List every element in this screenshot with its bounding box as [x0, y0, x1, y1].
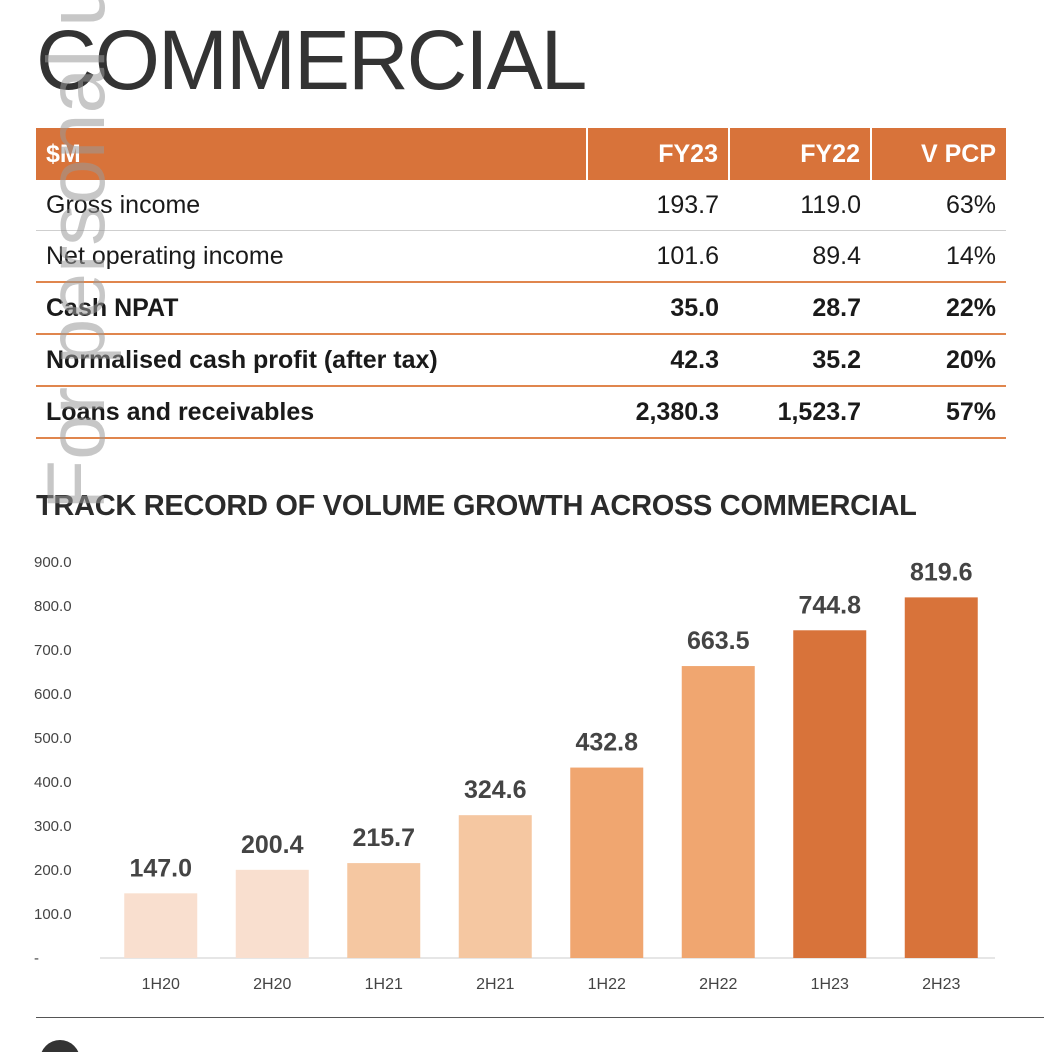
y-tick-label: 500.0 — [34, 730, 72, 747]
cell-label: Loans and receivables — [36, 386, 587, 439]
y-tick-label: 700.0 — [34, 642, 72, 659]
table-row: Loans and receivables 2,380.3 1,523.7 57% — [36, 386, 1006, 439]
header-metric: $M — [36, 128, 588, 180]
data-label: 663.5 — [687, 627, 750, 655]
table-header-row: $M FY23 FY22 V PCP — [36, 128, 1006, 180]
cell-label: Cash NPAT — [36, 282, 587, 335]
bar — [570, 767, 644, 958]
header-vpcp: V PCP — [871, 128, 1006, 180]
y-tick-label: 800.0 — [34, 598, 72, 615]
header-fy23: FY23 — [587, 128, 730, 180]
y-tick-label: 400.0 — [34, 774, 72, 791]
y-tick-label: 200.0 — [34, 862, 72, 879]
data-label: 819.6 — [910, 558, 973, 586]
x-tick-label: 1H20 — [142, 976, 180, 993]
chart-title: TRACK RECORD OF VOLUME GROWTH ACROSS COM… — [36, 490, 917, 522]
cell-label: Net operating income — [36, 230, 587, 283]
table-row: Normalised cash profit (after tax) 42.3 35… — [36, 334, 1006, 387]
company-logo-icon — [40, 1040, 80, 1052]
x-tick-label: 2H21 — [476, 976, 514, 993]
x-tick-label: 2H20 — [253, 976, 291, 993]
cell-fy23: 35.0 — [587, 282, 729, 335]
bar — [904, 597, 978, 958]
cell-fy22: 1,523.7 — [729, 386, 871, 439]
y-tick-label: - — [34, 950, 39, 967]
bar — [235, 869, 309, 958]
footer-divider — [36, 1017, 1044, 1018]
cell-vpcp: 63% — [871, 180, 1006, 231]
bar — [793, 630, 867, 958]
cell-fy22: 28.7 — [729, 282, 871, 335]
table-row: Cash NPAT 35.0 28.7 22% — [36, 282, 1006, 335]
financial-summary-table: $M FY23 FY22 V PCP Gross income 193.7 119.… — [36, 128, 1006, 439]
cell-label: Gross income — [36, 180, 587, 231]
table-row: Gross income 193.7 119.0 63% — [36, 180, 1006, 231]
table-row: Net operating income 101.6 89.4 14% — [36, 230, 1006, 283]
data-label: 324.6 — [464, 776, 527, 804]
volume-growth-bar-chart: - 100.0 200.0 300.0 400.0 500.0 600.0 700.0 800.… — [34, 554, 995, 993]
y-tick-label: 600.0 — [34, 686, 72, 703]
cell-label: Normalised cash profit (after tax) — [36, 334, 587, 387]
cell-fy22: 89.4 — [729, 230, 871, 283]
cell-fy22: 35.2 — [729, 334, 871, 387]
x-tick-label: 1H23 — [811, 976, 849, 993]
header-fy22: FY22 — [729, 128, 872, 180]
cell-fy23: 2,380.3 — [587, 386, 729, 439]
bar — [681, 666, 755, 958]
data-label: 200.4 — [241, 831, 304, 859]
cell-fy23: 42.3 — [587, 334, 729, 387]
y-tick-label: 300.0 — [34, 818, 72, 835]
watermark: For personal use only — [31, 0, 122, 510]
x-tick-label: 1H22 — [588, 976, 626, 993]
cell-fy22: 119.0 — [729, 180, 871, 231]
x-tick-label: 2H22 — [699, 976, 737, 993]
cell-fy23: 193.7 — [587, 180, 729, 231]
cell-vpcp: 14% — [871, 230, 1006, 283]
cell-vpcp: 22% — [871, 282, 1006, 335]
bar — [347, 863, 421, 958]
cell-fy23: 101.6 — [587, 230, 729, 283]
data-label: 215.7 — [352, 824, 415, 852]
cell-vpcp: 20% — [871, 334, 1006, 387]
x-tick-label: 1H21 — [365, 976, 403, 993]
y-tick-label: 900.0 — [34, 554, 72, 571]
data-label: 432.8 — [575, 729, 638, 757]
data-label: 744.8 — [798, 591, 861, 619]
bar — [458, 815, 532, 958]
data-label: 147.0 — [129, 854, 192, 882]
page-title: COMMERCIAL — [36, 13, 587, 107]
y-tick-label: 100.0 — [34, 906, 72, 923]
cell-vpcp: 57% — [871, 386, 1006, 439]
x-tick-label: 2H23 — [922, 976, 960, 993]
bar — [124, 893, 198, 958]
